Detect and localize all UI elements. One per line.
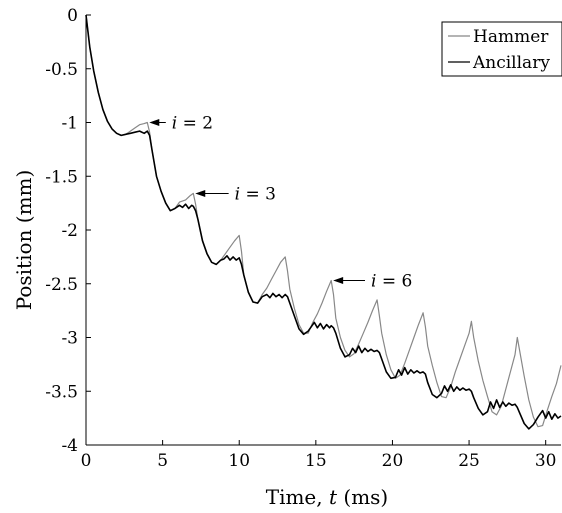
y-tick-label: -1 — [61, 114, 78, 134]
y-tick-label: -0.5 — [45, 60, 78, 80]
annotation-arrowhead — [195, 189, 206, 197]
annotation-var: i — [235, 184, 240, 204]
annotation-value: = 6 — [376, 272, 412, 292]
annotation-var: i — [172, 114, 177, 134]
x-tick-label: 25 — [458, 451, 480, 471]
y-tick-label: -1.5 — [45, 167, 78, 187]
y-tick-label: -2.5 — [45, 275, 78, 295]
legend-label-ancillary: Ancillary — [472, 53, 550, 73]
series-line-ancillary — [85, 14, 562, 430]
annotation-value: = 3 — [240, 184, 276, 204]
x-axis-title-suffix: (ms) — [337, 485, 388, 509]
x-tick-label: 30 — [535, 451, 557, 471]
x-tick-label: 0 — [81, 451, 92, 471]
y-tick-label: 0 — [67, 6, 78, 26]
x-tick-label: 15 — [305, 451, 327, 471]
x-axis-title: Time, t (ms) — [266, 485, 389, 509]
x-tick-label: 5 — [157, 451, 168, 471]
annotation-arrowhead — [149, 119, 160, 126]
x-tick-label: 10 — [228, 451, 250, 471]
annotation-value: = 2 — [177, 114, 213, 134]
y-tick-label: -2 — [61, 221, 78, 241]
annotation-arrowhead — [333, 277, 344, 285]
x-tick-label: 20 — [382, 451, 404, 471]
y-tick-label: -4 — [61, 436, 78, 456]
annotation-label: i = 6 — [371, 272, 412, 292]
legend: Hammer Ancillary — [441, 21, 562, 77]
legend-label-hammer: Hammer — [473, 27, 549, 47]
x-axis-title-var: t — [329, 485, 338, 509]
annotation-layer: i = 2i = 3i = 6 — [149, 114, 412, 292]
series-layer — [85, 14, 562, 430]
y-tick-label: -3 — [61, 329, 78, 349]
x-axis-title-prefix: Time, — [266, 485, 329, 509]
ticks-layer: 0 5 10 15 20 25 30 0 -0.5 -1 -1.5 -2 -2.5 -3 -3.5 -4 — [45, 6, 556, 471]
y-axis-title: Position (mm) — [12, 170, 36, 311]
annotation-label: i = 3 — [235, 184, 276, 204]
legend-box — [441, 21, 562, 77]
annotation-var: i — [371, 272, 376, 292]
annotation-label: i = 2 — [172, 114, 213, 134]
y-tick-label: -3.5 — [45, 382, 78, 402]
